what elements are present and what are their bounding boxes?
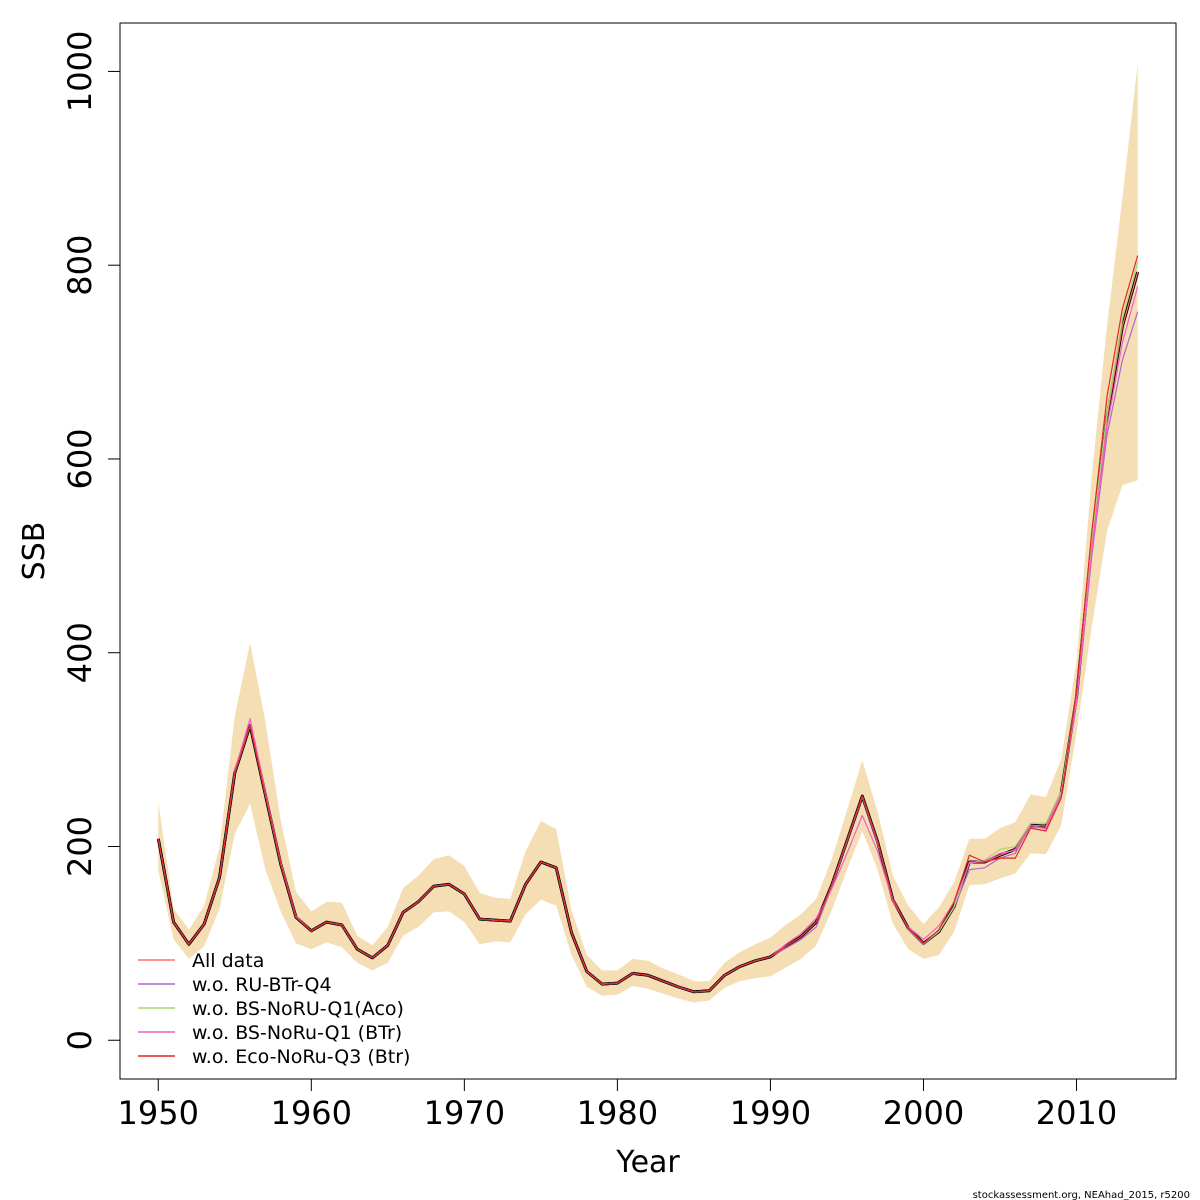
legend-label: All data	[192, 950, 264, 972]
credit-text: stockassessment.org, NEAhad_2015, r5200	[973, 1190, 1190, 1200]
axes: 1950 1960 1970 1980 1990 2000 2010 0 200 400 600 80…	[61, 31, 1117, 1132]
legend-item: w.o. RU-BTr-Q4	[138, 974, 332, 996]
y-tick-label: 0	[61, 1030, 99, 1050]
legend-label: w.o. BS-NoRU-Q1(Aco)	[192, 998, 404, 1020]
x-tick-label: 2010	[1036, 1094, 1117, 1132]
plot-area	[156, 63, 1140, 1003]
x-tick-label: 1990	[730, 1094, 811, 1132]
legend-label: w.o. BS-NoRu-Q1 (BTr)	[192, 1022, 402, 1044]
x-tick-label: 1980	[577, 1094, 658, 1132]
legend-label: w.o. Eco-NoRu-Q3 (Btr)	[192, 1046, 410, 1068]
y-tick-label: 200	[61, 816, 99, 877]
legend-item: All data	[138, 950, 264, 972]
x-tick-label: 2000	[883, 1094, 964, 1132]
y-axis-title: SSB	[17, 522, 52, 581]
y-tick-label: 400	[61, 622, 99, 683]
y-tick-label: 600	[61, 428, 99, 489]
y-tick-label: 800	[61, 235, 99, 296]
series-line-5	[157, 255, 1139, 993]
legend-label: w.o. RU-BTr-Q4	[192, 974, 332, 996]
x-tick-label: 1960	[271, 1094, 352, 1132]
legend-item: w.o. BS-NoRU-Q1(Aco)	[138, 998, 404, 1020]
x-axis-title: Year	[615, 1145, 680, 1180]
x-tick-label: 1970	[424, 1094, 505, 1132]
y-tick-label: 1000	[61, 31, 99, 112]
legend-item: w.o. BS-NoRu-Q1 (BTr)	[138, 1022, 402, 1044]
x-tick-label: 1950	[118, 1094, 199, 1132]
legend-item: w.o. Eco-NoRu-Q3 (Btr)	[138, 1046, 410, 1068]
